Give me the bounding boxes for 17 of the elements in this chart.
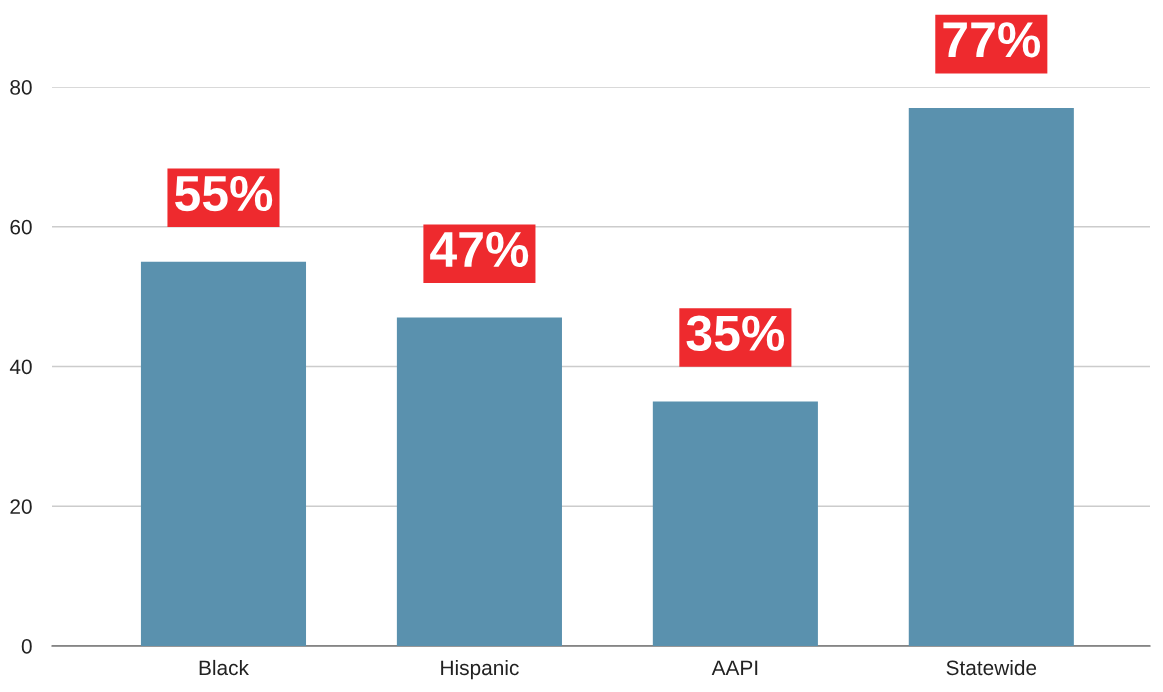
x-tick-label: Black (199, 659, 249, 676)
data-label: 77% (943, 22, 1041, 58)
y-tick-label: 60 (10, 219, 32, 235)
bar (908, 107, 1074, 646)
x-tick-label: AAPI (711, 660, 758, 675)
x-tick-label: Hispanic (441, 659, 519, 680)
y-tick-label: 40 (9, 359, 32, 375)
bar (140, 261, 307, 646)
x-tick-label: Statewide (946, 659, 1037, 676)
y-tick-label: 0 (21, 639, 32, 654)
data-label: 55% (174, 175, 273, 212)
data-label: 35% (686, 315, 785, 352)
bar (652, 401, 818, 646)
y-tick-label: 80 (10, 80, 32, 95)
data-label: 47% (430, 231, 529, 268)
y-tick-label: 20 (10, 499, 32, 514)
bar (396, 317, 562, 646)
